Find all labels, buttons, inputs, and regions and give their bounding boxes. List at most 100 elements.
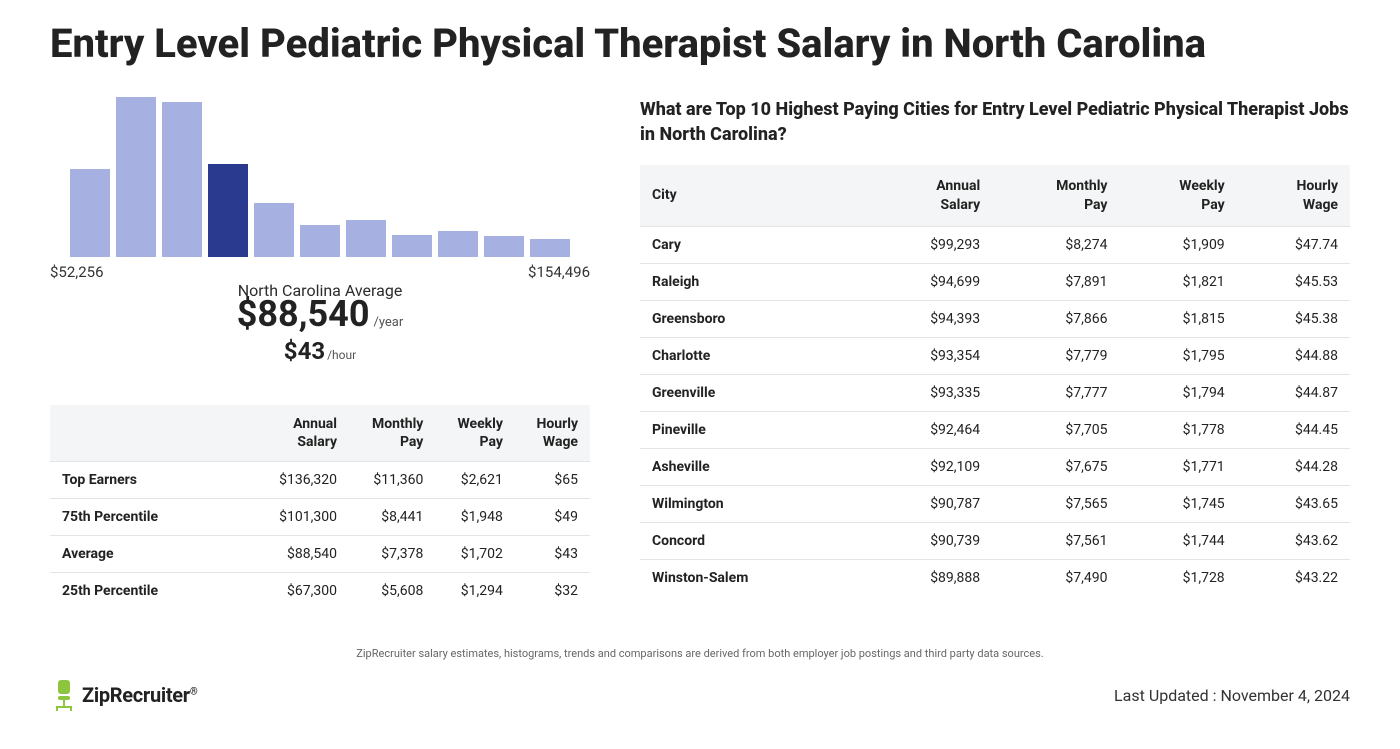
cell: $136,320 — [255, 462, 349, 499]
city-section-title: What are Top 10 Highest Paying Cities fo… — [640, 97, 1350, 147]
salary-histogram — [50, 97, 590, 257]
cell: $7,565 — [992, 485, 1119, 522]
row-label: Pineville — [640, 411, 867, 448]
cell: $101,300 — [255, 499, 349, 536]
table-row: Raleigh$94,699$7,891$1,821$45.53 — [640, 263, 1350, 300]
cell: $44.45 — [1237, 411, 1350, 448]
cell: $7,705 — [992, 411, 1119, 448]
last-updated-date: November 4, 2024 — [1220, 686, 1350, 705]
hourly-suffix: /hour — [327, 348, 356, 362]
axis-center-label: North Carolina Average — [238, 281, 403, 300]
table-row: Greensboro$94,393$7,866$1,815$45.38 — [640, 300, 1350, 337]
city-table: CityAnnualSalaryMonthlyPayWeeklyPayHourl… — [640, 165, 1350, 595]
histogram-bar — [438, 231, 478, 257]
cell: $67,300 — [255, 573, 349, 610]
cell: $1,948 — [435, 499, 515, 536]
col-header: WeeklyPay — [1119, 165, 1236, 226]
col-header: MonthlyPay — [992, 165, 1119, 226]
cell: $93,354 — [867, 337, 992, 374]
cell: $94,699 — [867, 263, 992, 300]
cell: $45.38 — [1237, 300, 1350, 337]
hourly-wage: $43 — [284, 337, 325, 365]
cell: $1,794 — [1119, 374, 1236, 411]
cell: $7,675 — [992, 448, 1119, 485]
last-updated-label: Last Updated : — [1114, 686, 1220, 705]
cell: $90,787 — [867, 485, 992, 522]
chair-icon — [50, 678, 78, 712]
cell: $44.88 — [1237, 337, 1350, 374]
annual-suffix: /year — [373, 315, 403, 330]
table-row: Winston-Salem$89,888$7,490$1,728$43.22 — [640, 559, 1350, 596]
histogram-bar — [116, 97, 156, 257]
histogram-bar — [484, 236, 524, 257]
table-row: 75th Percentile$101,300$8,441$1,948$49 — [50, 499, 590, 536]
col-header: AnnualSalary — [867, 165, 992, 226]
cell: $90,739 — [867, 522, 992, 559]
percentile-table: AnnualSalaryMonthlyPayWeeklyPayHourlyWag… — [50, 405, 590, 609]
col-header — [50, 405, 255, 462]
table-row: Pineville$92,464$7,705$1,778$44.45 — [640, 411, 1350, 448]
col-header: MonthlyPay — [349, 405, 435, 462]
cell: $43 — [515, 536, 590, 573]
cell: $1,795 — [1119, 337, 1236, 374]
cell: $1,744 — [1119, 522, 1236, 559]
cell: $44.28 — [1237, 448, 1350, 485]
col-header: HourlyWage — [1237, 165, 1350, 226]
row-label: Greenville — [640, 374, 867, 411]
cell: $1,778 — [1119, 411, 1236, 448]
row-label: Cary — [640, 226, 867, 263]
cell: $1,815 — [1119, 300, 1236, 337]
histogram-bar — [300, 225, 340, 257]
cell: $43.65 — [1237, 485, 1350, 522]
cell: $1,745 — [1119, 485, 1236, 522]
histogram-bar — [530, 239, 570, 257]
last-updated: Last Updated : November 4, 2024 — [1114, 686, 1350, 705]
cell: $7,777 — [992, 374, 1119, 411]
histogram-bar — [208, 164, 248, 257]
col-header: HourlyWage — [515, 405, 590, 462]
col-header: City — [640, 165, 867, 226]
cell: $47.74 — [1237, 226, 1350, 263]
axis-max: $154,496 — [528, 263, 590, 281]
cell: $2,621 — [435, 462, 515, 499]
col-header: WeeklyPay — [435, 405, 515, 462]
cell: $1,771 — [1119, 448, 1236, 485]
cell: $8,274 — [992, 226, 1119, 263]
row-label: 25th Percentile — [50, 573, 255, 610]
row-label: Wilmington — [640, 485, 867, 522]
histogram-bar — [346, 220, 386, 257]
row-label: Top Earners — [50, 462, 255, 499]
histogram-bar — [254, 203, 294, 257]
cell: $88,540 — [255, 536, 349, 573]
cell: $7,490 — [992, 559, 1119, 596]
row-label: 75th Percentile — [50, 499, 255, 536]
cell: $7,866 — [992, 300, 1119, 337]
brand-logo: ZipRecruiter® — [50, 678, 197, 712]
page-title: Entry Level Pediatric Physical Therapist… — [50, 20, 1350, 67]
histogram-bar — [70, 169, 110, 257]
table-row: Average$88,540$7,378$1,702$43 — [50, 536, 590, 573]
cell: $43.62 — [1237, 522, 1350, 559]
cell: $94,393 — [867, 300, 992, 337]
cell: $99,293 — [867, 226, 992, 263]
col-header: AnnualSalary — [255, 405, 349, 462]
row-label: Raleigh — [640, 263, 867, 300]
cell: $7,779 — [992, 337, 1119, 374]
brand-name: ZipRecruiter — [82, 683, 190, 707]
cell: $92,464 — [867, 411, 992, 448]
cell: $1,702 — [435, 536, 515, 573]
histogram-bar — [392, 235, 432, 257]
table-row: Charlotte$93,354$7,779$1,795$44.88 — [640, 337, 1350, 374]
cell: $1,909 — [1119, 226, 1236, 263]
table-row: Top Earners$136,320$11,360$2,621$65 — [50, 462, 590, 499]
cell: $7,378 — [349, 536, 435, 573]
row-label: Average — [50, 536, 255, 573]
row-label: Concord — [640, 522, 867, 559]
disclaimer: ZipRecruiter salary estimates, histogram… — [50, 647, 1350, 660]
table-row: Wilmington$90,787$7,565$1,745$43.65 — [640, 485, 1350, 522]
cell: $92,109 — [867, 448, 992, 485]
cell: $8,441 — [349, 499, 435, 536]
cell: $89,888 — [867, 559, 992, 596]
cell: $7,891 — [992, 263, 1119, 300]
cell: $49 — [515, 499, 590, 536]
